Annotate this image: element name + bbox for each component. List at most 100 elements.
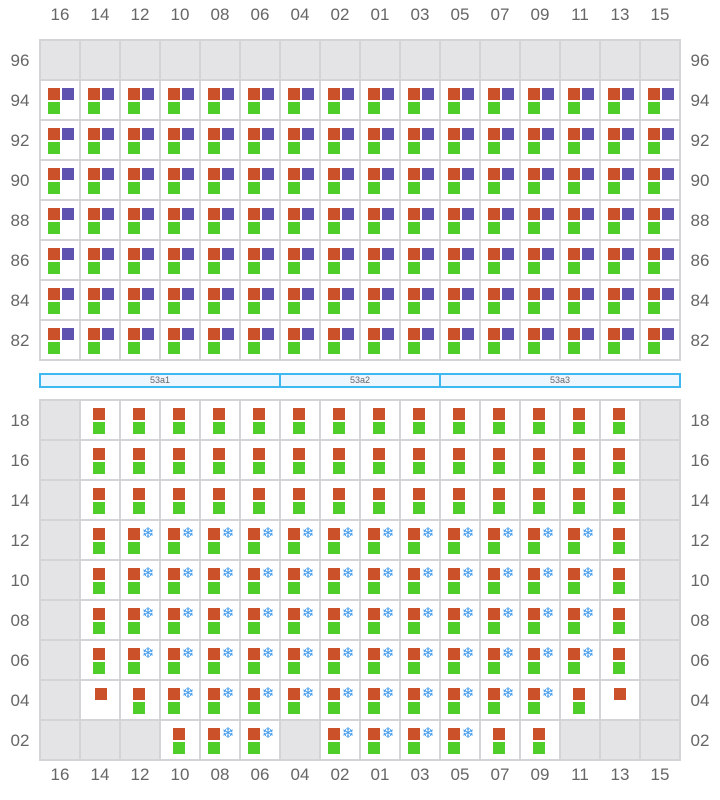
seat-cell[interactable] — [121, 281, 159, 319]
seat-cell[interactable] — [241, 161, 279, 199]
seat-cell[interactable]: ❄ — [281, 561, 319, 599]
seat-cell[interactable]: ❄ — [361, 561, 399, 599]
seat-cell[interactable] — [601, 81, 639, 119]
seat-cell[interactable] — [41, 321, 79, 359]
seat-cell[interactable] — [601, 201, 639, 239]
seat-cell[interactable]: ❄ — [241, 641, 279, 679]
seat-cell[interactable] — [601, 281, 639, 319]
seat-cell[interactable] — [521, 121, 559, 159]
seat-cell[interactable] — [321, 161, 359, 199]
seat-cell[interactable] — [521, 281, 559, 319]
seat-cell[interactable] — [121, 441, 159, 479]
seat-cell[interactable]: ❄ — [361, 641, 399, 679]
seat-cell[interactable] — [561, 241, 599, 279]
seat-cell[interactable] — [161, 241, 199, 279]
seat-cell[interactable] — [521, 81, 559, 119]
seat-cell[interactable]: ❄ — [121, 521, 159, 559]
seat-cell[interactable]: ❄ — [401, 521, 439, 559]
seat-cell[interactable]: ❄ — [321, 681, 359, 719]
seat-cell[interactable] — [161, 281, 199, 319]
seat-cell[interactable] — [281, 201, 319, 239]
seat-cell[interactable] — [241, 241, 279, 279]
seat-cell[interactable] — [441, 81, 479, 119]
seat-cell[interactable]: ❄ — [281, 601, 319, 639]
seat-cell[interactable] — [121, 161, 159, 199]
seat-cell[interactable]: ❄ — [561, 521, 599, 559]
seat-cell[interactable] — [281, 401, 319, 439]
seat-cell[interactable]: ❄ — [561, 561, 599, 599]
seat-cell[interactable] — [401, 161, 439, 199]
seat-cell[interactable] — [321, 121, 359, 159]
seat-cell[interactable] — [201, 321, 239, 359]
seat-cell[interactable] — [81, 241, 119, 279]
seat-cell[interactable] — [601, 161, 639, 199]
seat-cell[interactable]: ❄ — [361, 681, 399, 719]
seat-cell[interactable] — [241, 321, 279, 359]
seat-cell[interactable]: ❄ — [441, 681, 479, 719]
seat-cell[interactable]: ❄ — [321, 521, 359, 559]
seat-cell[interactable] — [281, 81, 319, 119]
seat-cell[interactable] — [121, 241, 159, 279]
seat-cell[interactable]: ❄ — [401, 721, 439, 759]
seat-cell[interactable] — [401, 481, 439, 519]
seat-cell[interactable] — [161, 401, 199, 439]
seat-cell[interactable] — [321, 481, 359, 519]
seat-cell[interactable]: ❄ — [521, 681, 559, 719]
seat-cell[interactable] — [321, 281, 359, 319]
section-banner[interactable]: 53a1 — [39, 373, 281, 388]
seat-cell[interactable] — [441, 201, 479, 239]
seat-cell[interactable] — [561, 481, 599, 519]
seat-cell[interactable]: ❄ — [441, 721, 479, 759]
seat-cell[interactable] — [401, 321, 439, 359]
seat-cell[interactable] — [481, 161, 519, 199]
seat-cell[interactable] — [281, 161, 319, 199]
seat-cell[interactable] — [481, 401, 519, 439]
seat-cell[interactable]: ❄ — [161, 521, 199, 559]
seat-cell[interactable] — [361, 201, 399, 239]
seat-cell[interactable] — [321, 441, 359, 479]
seat-cell[interactable]: ❄ — [321, 561, 359, 599]
seat-cell[interactable]: ❄ — [441, 521, 479, 559]
seat-cell[interactable] — [41, 281, 79, 319]
seat-cell[interactable] — [521, 721, 559, 759]
seat-cell[interactable] — [41, 161, 79, 199]
seat-cell[interactable] — [81, 481, 119, 519]
seat-cell[interactable]: ❄ — [281, 681, 319, 719]
seat-cell[interactable] — [161, 481, 199, 519]
seat-cell[interactable]: ❄ — [441, 561, 479, 599]
seat-cell[interactable] — [321, 241, 359, 279]
seat-cell[interactable] — [161, 721, 199, 759]
seat-cell[interactable] — [361, 481, 399, 519]
seat-cell[interactable]: ❄ — [201, 601, 239, 639]
seat-cell[interactable]: ❄ — [321, 641, 359, 679]
seat-cell[interactable] — [201, 161, 239, 199]
seat-cell[interactable] — [601, 601, 639, 639]
seat-cell[interactable] — [281, 241, 319, 279]
seat-cell[interactable] — [641, 281, 679, 319]
seat-cell[interactable] — [121, 401, 159, 439]
seat-cell[interactable]: ❄ — [241, 721, 279, 759]
seat-cell[interactable]: ❄ — [161, 561, 199, 599]
seat-cell[interactable] — [361, 401, 399, 439]
seat-cell[interactable]: ❄ — [201, 561, 239, 599]
seat-cell[interactable] — [81, 641, 119, 679]
seat-cell[interactable] — [401, 441, 439, 479]
seat-cell[interactable] — [521, 321, 559, 359]
seat-cell[interactable] — [401, 81, 439, 119]
seat-cell[interactable]: ❄ — [281, 521, 319, 559]
seat-cell[interactable] — [641, 81, 679, 119]
seat-cell[interactable] — [201, 441, 239, 479]
seat-cell[interactable] — [81, 681, 119, 719]
seat-cell[interactable] — [121, 81, 159, 119]
seat-cell[interactable] — [161, 201, 199, 239]
seat-cell[interactable]: ❄ — [481, 521, 519, 559]
seat-cell[interactable] — [641, 201, 679, 239]
seat-cell[interactable] — [561, 161, 599, 199]
seat-cell[interactable] — [201, 81, 239, 119]
seat-cell[interactable] — [481, 481, 519, 519]
seat-cell[interactable] — [81, 561, 119, 599]
seat-cell[interactable] — [361, 441, 399, 479]
seat-cell[interactable] — [81, 601, 119, 639]
seat-cell[interactable] — [161, 81, 199, 119]
seat-cell[interactable] — [601, 121, 639, 159]
